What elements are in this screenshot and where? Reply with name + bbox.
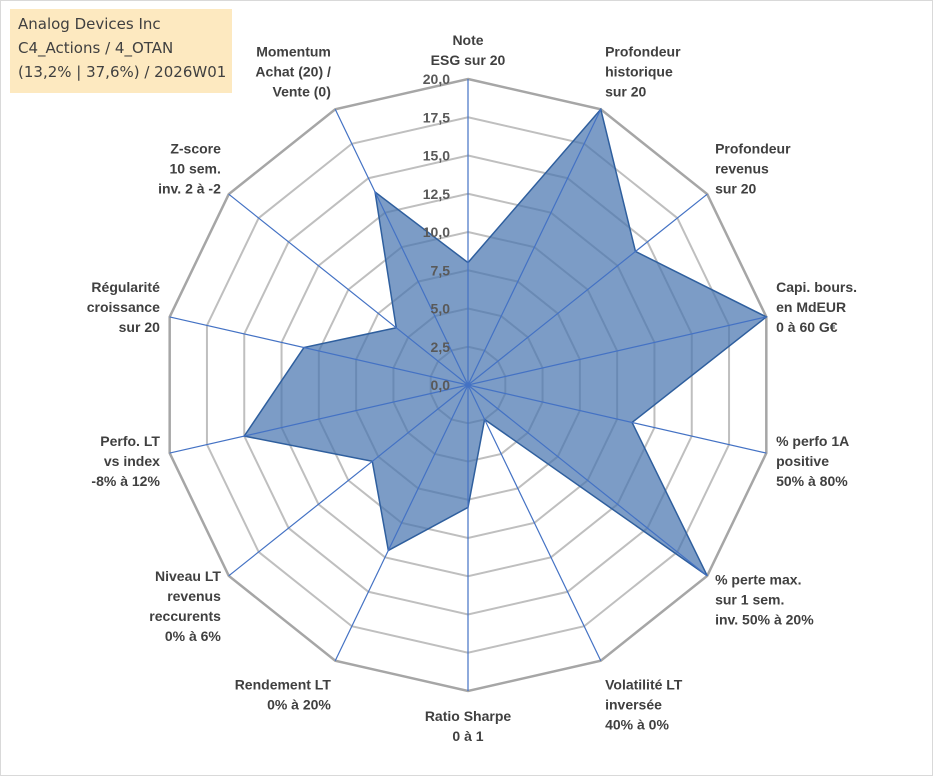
axis-label-4: Capi. bours. en MdEUR 0 à 60 G€ — [776, 279, 857, 335]
axis-spoke-14 — [334, 109, 469, 386]
axis-label-12: Régularité croissance sur 20 — [87, 279, 160, 335]
axis-label-6: % perte max. sur 1 sem. inv. 50% à 20% — [715, 572, 814, 628]
axis-label-2: Profondeur historique sur 20 — [605, 43, 681, 99]
tick-label: 17,5 — [423, 109, 450, 125]
tick-label: 10,0 — [423, 224, 450, 240]
axis-spoke-13 — [228, 193, 469, 386]
axis-spoke-12 — [169, 316, 469, 386]
axis-label-layer: Note ESG sur 20 Profondeur historique sur 20… — [87, 32, 857, 744]
axis-spoke-4 — [467, 316, 767, 386]
category-label: C4_Actions / 4_OTAN — [18, 39, 174, 57]
axis-spoke-7 — [467, 384, 602, 661]
axis-label-9: Rendement LT 0% à 20% — [235, 677, 332, 713]
axis-label-5: % perfo 1A positive 50% à 80% — [776, 433, 849, 489]
spoke-layer — [169, 79, 767, 691]
axis-spoke-6 — [467, 384, 708, 577]
axis-spoke-3 — [467, 193, 708, 386]
axis-spoke-5 — [467, 384, 767, 454]
axis-label-14: Momentum Achat (20) / Vente (0) — [255, 43, 331, 99]
axis-label-7: Volatilité LT inversée 40% à 0% — [605, 677, 683, 733]
tick-label: 5,0 — [431, 301, 451, 317]
info-box: Analog Devices Inc C4_Actions / 4_OTAN (… — [10, 9, 232, 93]
tick-label: 0,0 — [431, 377, 451, 393]
tick-label: 7,5 — [431, 262, 451, 278]
axis-label-13: Z-score 10 sem. inv. 2 à -2 — [158, 140, 221, 196]
tick-label: 15,0 — [423, 148, 450, 164]
axis-spoke-10 — [228, 384, 469, 577]
stats-label: (13,2% | 37,6%) / 2026W01 — [18, 63, 227, 81]
tick-label: 2,5 — [431, 339, 451, 355]
axis-label-8: Ratio Sharpe 0 à 1 — [425, 708, 512, 744]
axis-label-3: Profondeur revenus sur 20 — [715, 140, 791, 196]
axis-spoke-11 — [169, 384, 469, 454]
axis-spoke-9 — [334, 384, 469, 661]
axis-label-10: Niveau LT revenus reccurents 0% à 6% — [149, 568, 221, 644]
tick-label-layer: 0,0 2,5 5,0 7,5 10,0 12,5 15,0 17,5 20,0 — [423, 71, 450, 393]
tick-label: 12,5 — [423, 186, 450, 202]
axis-spoke-2 — [467, 109, 602, 386]
axis-label-11: Perfo. LT vs index -8% à 12% — [91, 433, 160, 489]
axis-label-1: Note ESG sur 20 — [431, 32, 506, 68]
company-name: Analog Devices Inc — [18, 15, 161, 33]
tick-label: 20,0 — [423, 71, 450, 87]
